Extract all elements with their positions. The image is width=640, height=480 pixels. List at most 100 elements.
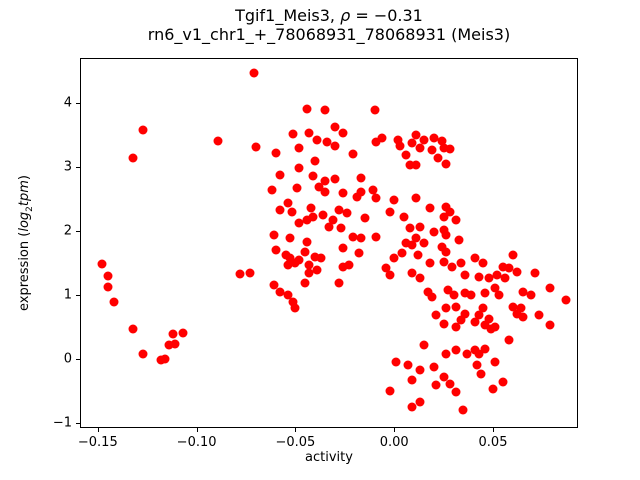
scatter-point <box>356 233 366 243</box>
y-tick-label: 0 <box>63 351 72 367</box>
scatter-point <box>407 402 417 412</box>
scatter-point <box>441 247 451 257</box>
scatter-point <box>389 253 399 263</box>
x-tick-mark <box>394 428 396 432</box>
scatter-point <box>451 215 460 225</box>
scatter-point <box>164 340 174 350</box>
scatter-point <box>275 170 285 180</box>
scatter-point <box>245 268 255 278</box>
scatter-point <box>251 142 261 152</box>
scatter-point <box>275 287 285 297</box>
scatter-point <box>128 324 138 334</box>
scatter-point <box>338 128 348 138</box>
scatter-point <box>508 250 518 260</box>
scatter-point <box>285 233 294 243</box>
scatter-point <box>456 315 466 325</box>
scatter-point <box>381 263 391 273</box>
scatter-point <box>407 268 417 278</box>
scatter-point <box>474 349 484 359</box>
scatter-point <box>316 253 326 263</box>
scatter-point <box>389 195 399 205</box>
scatter-point <box>103 282 113 292</box>
y-tick-mark <box>76 423 80 424</box>
scatter-point <box>308 171 318 181</box>
scatter-point <box>170 339 180 349</box>
scatter-point <box>213 136 223 146</box>
scatter-point <box>312 265 322 275</box>
scatter-point <box>480 320 490 330</box>
scatter-point <box>439 319 449 329</box>
scatter-point <box>344 260 354 270</box>
scatter-point <box>304 128 314 138</box>
scatter-point <box>310 156 320 166</box>
x-tick-mark <box>493 428 494 432</box>
scatter-point <box>429 227 439 237</box>
scatter-point <box>330 122 340 132</box>
scatter-point <box>445 379 454 389</box>
scatter-point <box>518 312 528 322</box>
scatter-point <box>439 257 449 267</box>
scatter-point <box>397 248 407 258</box>
chart-title-gene: Tgif1_Meis3, <box>235 6 341 25</box>
scatter-point <box>415 222 425 232</box>
scatter-point <box>427 145 437 155</box>
scatter-point <box>415 365 425 375</box>
y-tick-mark <box>76 295 80 296</box>
scatter-point <box>271 245 281 255</box>
y-axis-label: expression (log2tpm) <box>17 175 35 311</box>
scatter-point <box>342 208 352 218</box>
scatter-point <box>103 271 113 281</box>
scatter-point <box>443 285 453 295</box>
scatter-point <box>534 310 543 320</box>
scatter-point <box>474 310 484 320</box>
scatter-point <box>439 225 449 235</box>
title-block: Tgif1_Meis3, ρ = −0.31 rn6_v1_chr1_+_780… <box>80 6 578 44</box>
scatter-point <box>320 176 330 186</box>
scatter-point <box>138 349 148 359</box>
scatter-point <box>283 260 292 270</box>
scatter-point <box>492 270 502 280</box>
scatter-point <box>478 258 488 268</box>
scatter-point <box>314 182 324 192</box>
scatter-point <box>423 287 433 297</box>
scatter-point <box>403 360 413 370</box>
x-tick-label: −0.15 <box>77 435 118 450</box>
scatter-point <box>401 150 411 160</box>
scatter-point <box>235 269 245 279</box>
scatter-point <box>302 215 312 225</box>
scatter-point <box>334 205 344 215</box>
scatter-point <box>512 267 522 277</box>
scatter-point <box>330 141 340 151</box>
scatter-point <box>407 375 417 385</box>
scatter-point <box>312 135 322 145</box>
y-tick-label: 1 <box>63 287 72 303</box>
scatter-point <box>160 354 170 364</box>
scatter-point <box>441 303 451 313</box>
scatter-point <box>451 302 460 312</box>
scatter-point <box>486 324 496 334</box>
scatter-point <box>290 303 300 313</box>
scatter-point <box>407 240 417 250</box>
scatter-point <box>411 193 421 203</box>
y-tick-mark <box>76 103 80 104</box>
scatter-point <box>494 290 504 300</box>
scatter-point <box>318 210 328 220</box>
scatter-point <box>348 149 358 159</box>
scatter-point <box>441 230 451 240</box>
scatter-point <box>368 185 377 195</box>
scatter-point <box>530 268 539 278</box>
scatter-point <box>300 247 310 257</box>
y-tick-label: 2 <box>63 223 72 239</box>
x-axis-label: activity <box>305 450 353 465</box>
scatter-point <box>484 314 494 324</box>
y-tick-mark <box>76 167 80 168</box>
scatter-point <box>288 297 298 307</box>
scatter-point <box>283 198 292 208</box>
scatter-point <box>294 143 304 153</box>
scatter-point <box>370 105 379 115</box>
scatter-point <box>302 237 312 247</box>
scatter-point <box>401 238 411 248</box>
scatter-point <box>330 174 340 184</box>
scatter-point <box>405 160 415 170</box>
scatter-point <box>498 262 508 272</box>
